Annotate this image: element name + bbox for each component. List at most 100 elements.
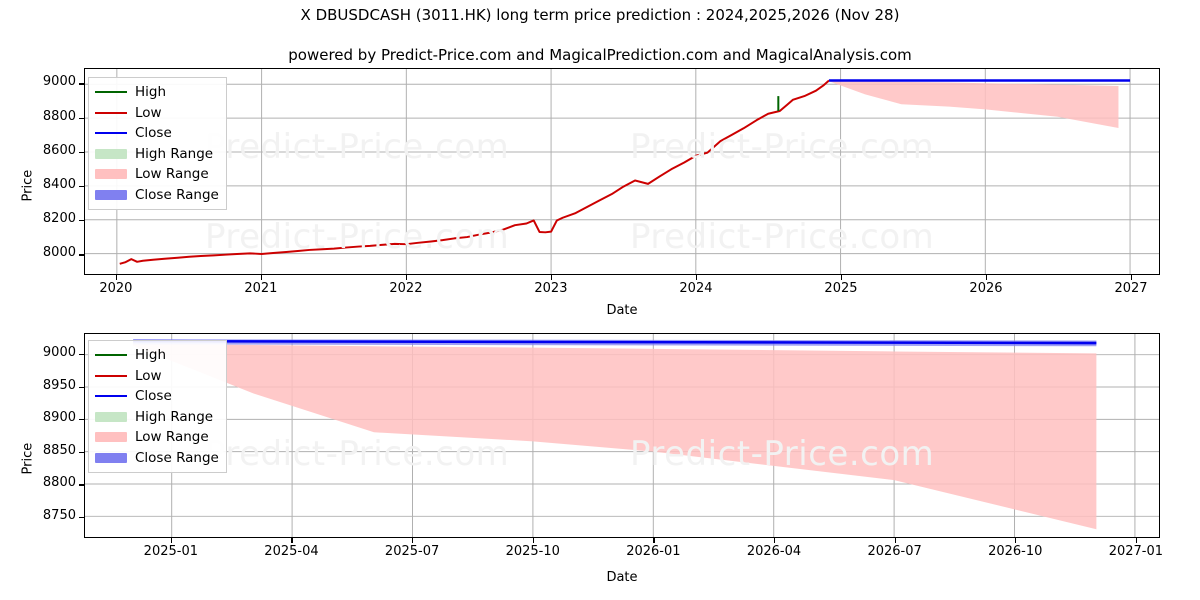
bottom-legend-mark-2 <box>95 395 127 398</box>
bottom-x-tick-1: 2025-04 <box>264 544 319 559</box>
bottom-legend-mark-3 <box>95 411 127 422</box>
top-legend-swatch-5 <box>94 188 128 202</box>
bottom-x-tick-5: 2026-04 <box>746 544 802 559</box>
top-legend-mark-3 <box>95 148 127 159</box>
bottom-x-tick-0: 2025-01 <box>143 544 198 559</box>
bottom-legend-item-close[interactable]: Close <box>94 386 219 407</box>
bottom-legend-item-low-range[interactable]: Low Range <box>94 427 219 448</box>
bottom-x-tickmark-1 <box>291 538 293 543</box>
top-chart-panel: Price 8000 8200 8400 8600 8800 9000 2020 2021 2… <box>21 68 1160 318</box>
top-legend-label-3: High Range <box>135 145 214 162</box>
top-legend-item-close-range[interactable]: Close Range <box>94 185 219 206</box>
bottom-x-tickmark-2 <box>412 538 414 543</box>
top-x-tick-3: 2023 <box>534 281 568 296</box>
top-legend-label-2: Close <box>135 125 172 142</box>
top-legend-item-high[interactable]: High <box>94 82 219 103</box>
top-y-tickmark-1 <box>79 220 84 222</box>
page-title: X DBUSDCASH (3011.HK) long term price pr… <box>300 6 900 24</box>
bottom-legend-mark-5 <box>95 452 127 463</box>
top-x-tickmark-7 <box>1130 275 1133 280</box>
top-legend-label-1: Low <box>135 104 162 121</box>
bottom-chart-legend[interactable]: High Low Close High Range Low Range Close Ran… <box>88 340 227 473</box>
top-x-tick-2: 2022 <box>389 281 423 296</box>
bottom-y-tickmark-0 <box>79 517 84 519</box>
top-y-tickmark-3 <box>79 151 84 153</box>
bottom-legend-label-1: Low <box>135 367 162 384</box>
bottom-legend-swatch-4 <box>94 430 128 444</box>
top-legend-mark-1 <box>95 111 127 114</box>
bottom-legend-label-0: High <box>135 347 167 364</box>
bottom-plot-area: Predict-Price.com Predict-Price.com <box>84 333 1160 538</box>
top-legend-mark-4 <box>95 169 127 180</box>
bottom-legend-label-3: High Range <box>135 408 214 425</box>
bottom-legend-label-2: Close <box>135 388 172 405</box>
bottom-legend-mark-1 <box>95 374 127 377</box>
top-legend-swatch-4 <box>94 167 128 181</box>
top-y-tickmark-5 <box>79 83 84 85</box>
top-x-tickmark-6 <box>985 275 988 280</box>
top-legend-swatch-2 <box>94 126 128 140</box>
bottom-y-tick-4: 8950 <box>42 377 76 393</box>
top-legend-swatch-0 <box>94 85 128 99</box>
bottom-legend-mark-4 <box>95 432 127 443</box>
bottom-x-tickmark-5 <box>773 538 776 543</box>
top-legend-item-high-range[interactable]: High Range <box>94 144 219 165</box>
top-x-tickmark-0 <box>115 275 118 280</box>
bottom-x-tick-4: 2026-01 <box>626 544 681 559</box>
bottom-legend-item-high-range[interactable]: High Range <box>94 407 219 428</box>
bottom-y-tick-3: 8900 <box>42 410 76 426</box>
bottom-x-tick-6: 2026-07 <box>867 544 922 559</box>
bottom-x-tickmark-7 <box>1015 538 1017 543</box>
bottom-band-low-range <box>133 343 1097 530</box>
top-legend-item-close[interactable]: Close <box>94 123 219 144</box>
bottom-legend-swatch-2 <box>94 389 128 403</box>
top-x-tick-7: 2027 <box>1114 281 1148 296</box>
bottom-chart-canvas <box>85 334 1159 537</box>
top-y-tickmark-2 <box>79 186 84 188</box>
page-subtitle: powered by Predict-Price.com and Magical… <box>288 46 912 64</box>
top-x-tickmark-5 <box>840 275 843 280</box>
top-x-tickmark-2 <box>405 275 408 280</box>
bottom-y-tick-5: 9000 <box>42 344 76 360</box>
top-chart-canvas <box>85 69 1159 274</box>
top-y-tickmark-4 <box>79 117 84 119</box>
top-plot-area: Predict-Price.com Predict-Price.com Pred… <box>84 68 1160 275</box>
top-legend-swatch-3 <box>94 147 128 161</box>
top-y-tick-4: 8800 <box>42 108 76 124</box>
bottom-chart-panel: Price 8750 8800 8850 8900 8950 9000 2025-01 20… <box>0 315 1200 600</box>
bottom-x-tickmark-6 <box>894 538 896 543</box>
bottom-y-tickmark-5 <box>79 353 84 356</box>
bottom-line-close <box>133 339 1097 345</box>
top-legend-item-low-range[interactable]: Low Range <box>94 164 219 185</box>
top-legend-label-4: Low Range <box>135 166 209 183</box>
top-x-tick-5: 2025 <box>824 281 858 296</box>
top-x-tick-4: 2024 <box>679 281 713 296</box>
bottom-y-tick-0: 8750 <box>42 508 76 524</box>
top-y-tick-0: 8000 <box>42 245 76 261</box>
top-x-tick-1: 2021 <box>244 281 278 296</box>
bottom-x-tick-8: 2027-01 <box>1108 544 1164 559</box>
top-x-tick-6: 2026 <box>969 281 1003 296</box>
bottom-legend-label-5: Close Range <box>135 449 219 466</box>
top-y-tick-2: 8400 <box>42 177 76 193</box>
bottom-x-tick-2: 2025-07 <box>384 544 440 559</box>
top-chart-legend[interactable]: High Low Close High Range Low Range Close Ran… <box>88 77 227 210</box>
bottom-legend-swatch-1 <box>94 369 128 383</box>
bottom-x-tick-3: 2025-10 <box>505 544 560 559</box>
top-y-tick-3: 8600 <box>42 142 76 158</box>
top-legend-label-0: High <box>135 84 167 101</box>
top-legend-mark-5 <box>95 189 127 200</box>
bottom-legend-mark-0 <box>95 354 127 357</box>
top-y-tick-1: 8200 <box>42 211 76 227</box>
top-line-low <box>119 79 830 265</box>
top-x-tickmark-4 <box>695 275 698 280</box>
bottom-y-tick-2: 8850 <box>42 442 76 458</box>
top-x-tickmark-1 <box>260 275 263 280</box>
bottom-x-tickmark-8 <box>1135 538 1138 543</box>
bottom-x-axis-label: Date <box>606 570 638 585</box>
bottom-legend-item-high[interactable]: High <box>94 345 219 366</box>
top-legend-item-low[interactable]: Low <box>94 103 219 124</box>
bottom-legend-item-close-range[interactable]: Close Range <box>94 448 219 469</box>
bottom-legend-item-low[interactable]: Low <box>94 366 219 387</box>
